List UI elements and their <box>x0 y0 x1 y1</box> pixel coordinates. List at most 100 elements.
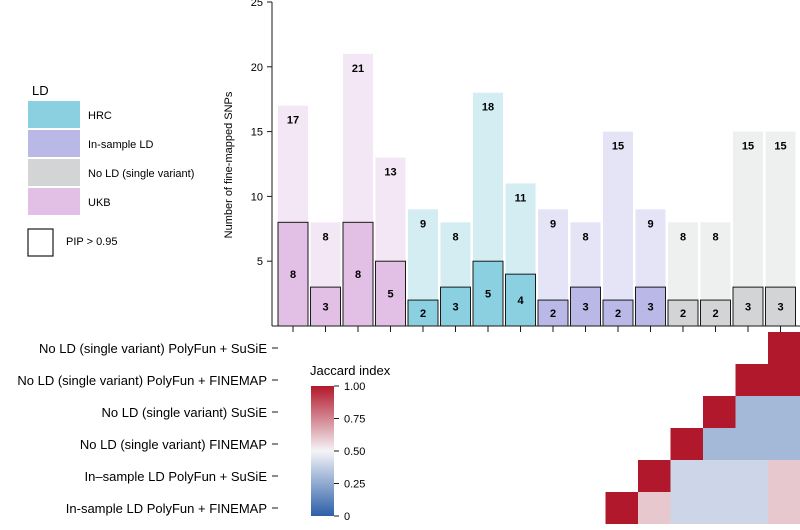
bar-total-label: 15 <box>742 141 754 153</box>
bar-pip-label: 3 <box>322 302 328 314</box>
colorbar-tick-label: 0.50 <box>344 446 365 458</box>
bar-pip-label: 2 <box>680 308 686 320</box>
legend-swatch-ukb <box>28 188 80 215</box>
bar-pip-label: 2 <box>420 308 426 320</box>
bar-pip-label: 8 <box>290 269 296 281</box>
bar-total-label: 8 <box>582 231 588 243</box>
bar-pip-label: 8 <box>355 269 361 281</box>
heatmap: No LD (single variant) PolyFun + SuSiE No… <box>17 332 800 524</box>
bar-pip <box>440 286 471 327</box>
heatmap-row-labels: No LD (single variant) PolyFun + SuSiE No… <box>17 341 278 516</box>
legend-outline-box <box>27 228 54 257</box>
heatmap-cell <box>735 396 768 428</box>
bar-pip-label: 3 <box>777 302 783 314</box>
bar-pip <box>342 221 374 327</box>
legend-swatch-hrc <box>28 101 80 128</box>
heatmap-cell <box>768 492 800 524</box>
colorbar: Jaccard index 1.00 0.75 0.50 0.25 0 <box>310 363 391 523</box>
heatmap-row-label: In-sample LD PolyFun + FINEMAP <box>66 501 267 516</box>
bar-pip <box>407 299 439 327</box>
bar-pip-label: 3 <box>582 302 588 314</box>
colorbar-tick-label: 0.25 <box>344 479 365 491</box>
legend-outline-label: PIP > 0.95 <box>66 236 117 248</box>
heatmap-cell <box>670 492 703 524</box>
heatmap-cell <box>768 332 800 364</box>
bar-total-label: 8 <box>712 231 718 243</box>
bar-total-label: 9 <box>550 218 556 230</box>
heatmap-cell <box>768 460 800 492</box>
bar-total-label: 8 <box>322 231 328 243</box>
heatmap-row-label: No LD (single variant) PolyFun + SuSiE <box>39 341 267 356</box>
bar-pip-label: 2 <box>550 308 556 320</box>
y-tick-label: 15 <box>251 127 263 139</box>
colorbar-title: Jaccard index <box>310 363 391 378</box>
bar-total-label: 9 <box>647 218 653 230</box>
bar-pip <box>765 286 796 327</box>
bar-pip-label: 5 <box>387 289 393 301</box>
colorbar-tick-label: 1.00 <box>344 381 365 393</box>
bar-total-label: 15 <box>612 141 624 153</box>
colorbar-tick-label: 0 <box>344 511 350 523</box>
colorbar-tick-label: 0.75 <box>344 414 365 426</box>
heatmap-cell <box>768 428 800 460</box>
bar-total <box>603 131 633 326</box>
y-tick-label: 10 <box>251 191 263 203</box>
y-tick-label: 20 <box>251 62 263 74</box>
y-axis-ticks: 5 10 15 20 25 <box>251 0 272 268</box>
bar-pip <box>700 299 731 327</box>
bar-pip-label: 2 <box>712 308 718 320</box>
x-axis-ticks <box>292 326 781 332</box>
y-axis-title: Number of fine-mapped SNPs <box>223 91 235 238</box>
heatmap-cell <box>638 492 671 524</box>
bar-total-label: 9 <box>420 218 426 230</box>
heatmap-cell <box>735 460 768 492</box>
bar-total-label: 8 <box>680 231 686 243</box>
bar-pip <box>635 286 666 327</box>
bar-pip <box>310 286 341 327</box>
bar-pip <box>732 286 764 327</box>
heatmap-cell <box>670 428 703 460</box>
heatmap-row-label: No LD (single variant) PolyFun + FINEMAP <box>17 373 267 388</box>
heatmap-cell <box>703 396 736 428</box>
bar-total-label: 15 <box>774 141 786 153</box>
bar-pip-label: 3 <box>647 302 653 314</box>
bar-pip-label: 4 <box>517 295 524 307</box>
legend-label-in-sample-ld: In-sample LD <box>88 139 153 151</box>
bar-pip <box>277 221 309 327</box>
heatmap-cell <box>670 460 703 492</box>
bar-total-label: 13 <box>384 167 396 179</box>
colorbar-ticks: 1.00 0.75 0.50 0.25 0 <box>334 381 365 523</box>
bar-total-label: 21 <box>352 63 364 75</box>
bar-pip <box>472 260 504 327</box>
bars-layer: 17 8 8 3 21 8 13 5 9 2 8 3 18 5 11 4 9 2 8 3 15 2 9 3 8 2 8 2 15 3 15 3 <box>277 53 796 327</box>
legend-title: LD <box>32 83 49 98</box>
bar-pip <box>537 299 569 327</box>
bar-total-label: 11 <box>515 192 527 204</box>
heatmap-cell <box>735 364 768 396</box>
heatmap-cell <box>703 460 736 492</box>
legend: LD HRC In-sample LD No LD (single varian… <box>27 83 194 257</box>
bar-total-label: 17 <box>287 115 299 127</box>
heatmap-cell <box>768 364 800 396</box>
heatmap-cell <box>638 460 671 492</box>
y-tick-label: 5 <box>257 256 263 268</box>
heatmap-cell <box>703 492 736 524</box>
heatmap-cell <box>735 428 768 460</box>
heatmap-row-label: In–sample LD PolyFun + SuSiE <box>85 469 268 484</box>
bar-pip <box>375 260 406 327</box>
heatmap-cell <box>605 492 638 524</box>
heatmap-cell <box>703 428 736 460</box>
bar-pip-label: 2 <box>615 308 621 320</box>
y-tick-label: 25 <box>251 0 263 9</box>
legend-label-no-ld: No LD (single variant) <box>88 168 194 180</box>
bar-pip-label: 3 <box>745 302 751 314</box>
colorbar-gradient <box>311 386 334 516</box>
heatmap-cell <box>768 396 800 428</box>
heatmap-row-label: No LD (single variant) FINEMAP <box>80 437 267 452</box>
bar-pip-label: 5 <box>485 289 491 301</box>
bar-total-label: 8 <box>452 231 458 243</box>
legend-swatch-no-ld <box>28 159 80 186</box>
legend-label-ukb: UKB <box>88 197 111 209</box>
